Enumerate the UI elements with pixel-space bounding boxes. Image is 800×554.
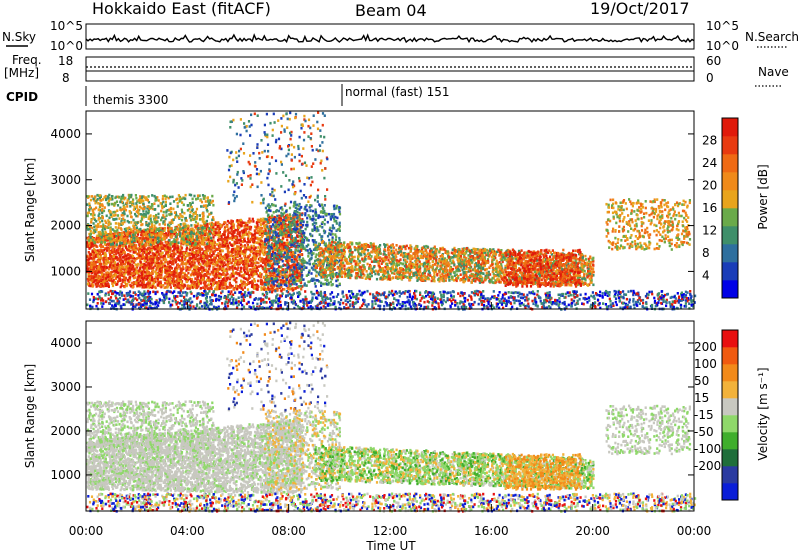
cpid-segment-1: themis 3300 [93,93,168,107]
colorbar-swatch [722,208,738,226]
cpid-segment-2: normal (fast) 151 [345,85,449,99]
y-tick-label: 3000 [50,173,81,187]
noise-trace [86,35,694,42]
colorbar-tick-label: 16 [702,201,717,215]
colorbar-tick-label: 4 [702,269,710,283]
nsky-label: N.Sky [2,30,36,44]
colorbar-tick-label: -50 [694,425,714,439]
freq-label: Freq. [12,53,42,67]
nsky-tick-top: 10^5 [50,19,83,33]
colorbar-swatch [722,190,738,208]
velocity-colorbar-label: Velocity [m s⁻¹] [756,367,770,460]
nave-label: Nave [758,65,789,79]
nave-tick-top: 60 [706,54,721,68]
colorbar-swatch [722,118,738,136]
colorbar-swatch [722,330,738,347]
y-tick-label: 1000 [50,468,81,482]
power-ylabel: Slant Range [km] [23,158,37,262]
colorbar-tick-label: 24 [702,156,717,170]
colorbar-swatch [722,154,738,172]
colorbar-swatch [722,449,738,466]
colorbar-tick-label: 8 [702,246,710,260]
colorbar-swatch [722,381,738,398]
cpid-label: CPID [6,90,38,104]
colorbar-tick-label: 50 [694,374,709,388]
y-tick-label: 4000 [50,127,81,141]
colorbar-tick-label: 28 [702,134,717,148]
x-tick-label: 00:00 [69,524,104,538]
x-tick-label: 20:00 [575,524,610,538]
freq-tick-top: 18 [58,54,73,68]
colorbar-tick-label: 20 [702,179,717,193]
y-tick-label: 2000 [50,424,81,438]
station-title: Hokkaido East (fitACF) [92,0,271,18]
y-tick-label: 4000 [50,336,81,350]
colorbar-swatch [722,364,738,381]
x-tick-label: 12:00 [373,524,408,538]
noise-panel-frame [86,24,694,49]
power-data [86,111,696,310]
radar-figure: Hokkaido East (fitACF) Beam 04 19/Oct/20… [0,0,800,554]
power-colorbar-label: Power [dB] [756,164,770,229]
colorbar-tick-label: 200 [694,340,717,354]
nsky-trace [86,35,694,42]
x-axis-label: Time UT [365,539,416,553]
colorbar-tick-label: -200 [694,459,721,473]
colorbar-tick-label: 15 [694,391,709,405]
nave-tick-bottom: 0 [706,71,714,85]
colorbar-swatch [722,244,738,262]
colorbar-swatch [722,136,738,154]
x-tick-label: 16:00 [474,524,509,538]
colorbar-tick-label: 100 [694,357,717,371]
colorbar-swatch [722,466,738,483]
x-tick-label: 04:00 [170,524,205,538]
colorbar-tick-label: -15 [694,408,714,422]
colorbar-tick-label: 12 [702,224,717,238]
colorbar-swatch [722,347,738,364]
y-tick-label: 1000 [50,264,81,278]
colorbar-swatch [722,226,738,244]
nsky-tick-bottom: 10^0 [50,39,83,53]
velocity-data [86,321,696,513]
colorbar-swatch [722,483,738,500]
y-tick-label: 3000 [50,380,81,394]
colorbar-swatch [722,398,738,415]
power-colorbar: 4 8 12 16 20 24 28 [702,118,738,298]
y-tick-label: 2000 [50,219,81,233]
nsearch-tick-bottom: 10^0 [706,39,739,53]
colorbar-swatch [722,280,738,298]
colorbar-swatch [722,172,738,190]
beam-title: Beam 04 [355,1,427,20]
colorbar-swatch [722,415,738,432]
x-tick-label: 08:00 [271,524,306,538]
colorbar-swatch [722,262,738,280]
nsearch-tick-top: 10^5 [706,19,739,33]
colorbar-tick-label: -100 [694,442,721,456]
nsearch-label: N.Search [745,30,799,44]
date-title: 19/Oct/2017 [590,0,690,18]
colorbar-swatch [722,432,738,449]
freq-unit: [MHz] [4,66,39,80]
freq-tick-bottom: 8 [62,71,70,85]
velocity-colorbar: 200 100 50 15 -15 -50 -100 -200 [694,330,738,500]
freq-panel-frame [86,57,694,81]
velocity-ylabel: Slant Range [km] [23,364,37,468]
x-tick-label: 00:00 [677,524,712,538]
